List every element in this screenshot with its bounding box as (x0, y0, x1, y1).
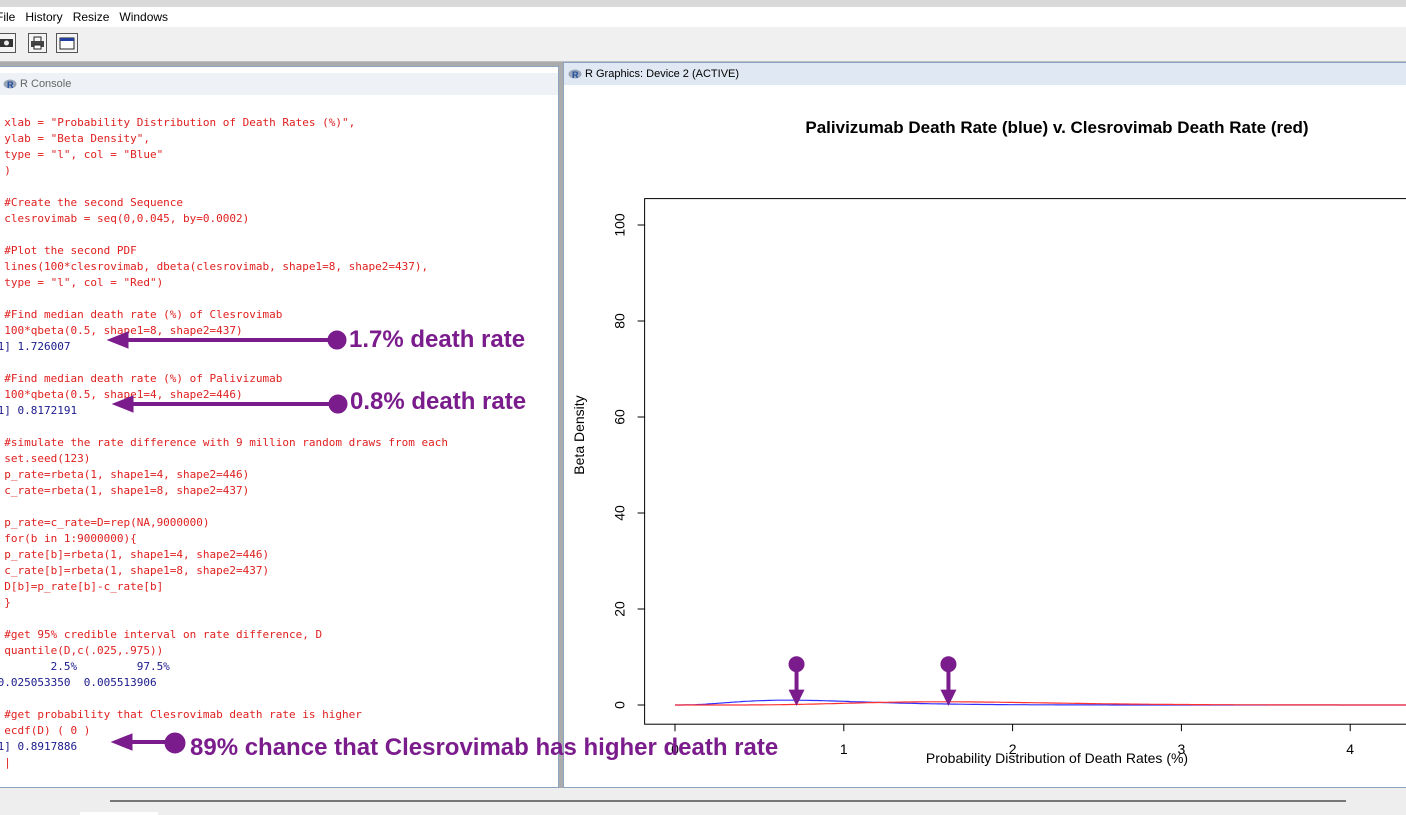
median-marker-head (940, 689, 957, 706)
console-command-line: + ylab = "Beta Density", (0, 132, 150, 145)
console-command-line: > 100*qbeta(0.5, shape1=8, shape2=437) (0, 324, 243, 337)
console-command-line: > #simulate the rate difference with 9 m… (0, 436, 448, 449)
menu-bar: File History Resize Windows (0, 7, 1406, 27)
y-axis-label: Beta Density (571, 395, 587, 474)
graphics-titlebar: R R Graphics: Device 2 (ACTIVE) (564, 63, 1406, 85)
menu-resize[interactable]: Resize (72, 10, 110, 24)
median-marker-head (788, 689, 805, 706)
r-logo-icon: R (568, 69, 582, 80)
console-command-line: > | (4, 756, 11, 769)
y-tick-label: 60 (612, 409, 628, 425)
copy-icon[interactable] (0, 33, 16, 53)
console-command-line: + D[b]=p_rate[b]-c_rate[b] (0, 580, 164, 593)
menu-windows[interactable]: Windows (119, 10, 169, 24)
horizontal-scrollbar[interactable] (110, 800, 1346, 802)
menu-history[interactable]: History (25, 10, 63, 24)
console-output-line: 2.5% 97.5% (0, 660, 170, 673)
console-command-line: > for(b in 1:9000000){ (0, 532, 137, 545)
console-output-line: [1] 1.726007 (0, 340, 71, 353)
console-command-line: > set.seed(123) (0, 452, 91, 465)
console-command-line: > #Find median death rate (%) of Paliviz… (0, 372, 283, 385)
console-command-line: > clesrovimab = seq(0,0.045, by=0.0002) (0, 212, 250, 225)
svg-text:R: R (7, 80, 14, 90)
y-tick-label: 40 (612, 505, 628, 521)
toolbar (0, 29, 1406, 62)
window-icon[interactable] (56, 33, 78, 53)
x-axis-label: Probability Distribution of Death Rates … (926, 750, 1188, 766)
console-output-line: [1] 0.8917886 (0, 740, 78, 753)
console-command-line: + xlab = "Probability Distribution of De… (0, 116, 356, 129)
print-icon[interactable] (28, 33, 47, 53)
console-titlebar: R R Console (0, 73, 558, 95)
x-tick-label: 2 (1009, 741, 1017, 757)
console-title: R Console (20, 78, 72, 90)
title-strip (0, 0, 1406, 7)
console-window[interactable]: R R Console + xlab = "Probability Distri… (0, 66, 559, 788)
chart-title: Palivizumab Death Rate (blue) v. Clesrov… (805, 118, 1308, 137)
console-command-line: > #get 95% credible interval on rate dif… (0, 628, 323, 641)
console-command-line: > c_rate=rbeta(1, shape1=8, shape2=437) (0, 484, 250, 497)
console-command-line: + p_rate[b]=rbeta(1, shape1=4, shape2=44… (0, 548, 270, 561)
annotation-clesrovimab: 1.7% death rate (349, 326, 526, 353)
console-command-line: > #Create the second Sequence (0, 196, 184, 209)
console-output-line: [1] 0.8172191 (0, 404, 78, 417)
console-command-line: + type = "l", col = "Blue" (0, 148, 164, 161)
window-tab[interactable] (80, 812, 158, 815)
density-plot: Palivizumab Death Rate (blue) v. Clesrov… (571, 118, 1406, 766)
console-command-line: + } (4, 596, 11, 609)
console-command-line: > lines(100*clesrovimab, dbeta(clesrovim… (0, 260, 429, 273)
y-tick-label: 100 (612, 213, 628, 237)
console-command-line: > #Find median death rate (%) of Clesrov… (0, 308, 283, 321)
console-command-line: > ecdf(D) ( 0 ) (0, 724, 91, 737)
graphics-window[interactable]: R R Graphics: Device 2 (ACTIVE) Palivizu… (563, 62, 1406, 788)
console-command-line: > quantile(D,c(.025,.975)) (0, 644, 164, 657)
console-command-line: + type = "l", col = "Red") (0, 276, 164, 289)
annotation-palivizumab: 0.8% death rate (350, 388, 527, 415)
status-bar (0, 788, 1406, 815)
graphics-title: R Graphics: Device 2 (ACTIVE) (585, 68, 740, 80)
svg-text:R: R (572, 70, 579, 80)
console-command-line: > p_rate=c_rate=D=rep(NA,9000000) (0, 516, 210, 529)
console-command-line: > #Plot the second PDF (0, 244, 137, 257)
annotation-probability: 89% chance that Clesrovimab has higher d… (190, 734, 779, 761)
x-tick-label: 4 (1346, 741, 1354, 757)
console-output[interactable]: + xlab = "Probability Distribution of De… (0, 101, 558, 787)
mdi-area: R R Console + xlab = "Probability Distri… (0, 62, 1406, 788)
x-tick-label: 0 (671, 741, 679, 757)
y-tick-label: 80 (612, 313, 628, 329)
console-command-line: > p_rate=rbeta(1, shape1=4, shape2=446) (0, 468, 250, 481)
y-tick-label: 20 (612, 601, 628, 617)
console-command-line: > 100*qbeta(0.5, shape1=4, shape2=446) (0, 388, 243, 401)
console-output-line: -0.025053350 0.005513906 (0, 676, 157, 689)
menu-file[interactable]: File (0, 10, 16, 24)
r-logo-icon: R (3, 79, 17, 90)
console-command-line: > #get probability that Clesrovimab deat… (0, 708, 362, 721)
console-command-line: + c_rate[b]=rbeta(1, shape1=8, shape2=43… (0, 564, 270, 577)
plot-box (644, 198, 1406, 725)
console-command-line: + ) (4, 164, 11, 177)
x-tick-label: 3 (1178, 741, 1186, 757)
y-tick-label: 0 (612, 701, 628, 709)
x-tick-label: 1 (840, 741, 848, 757)
